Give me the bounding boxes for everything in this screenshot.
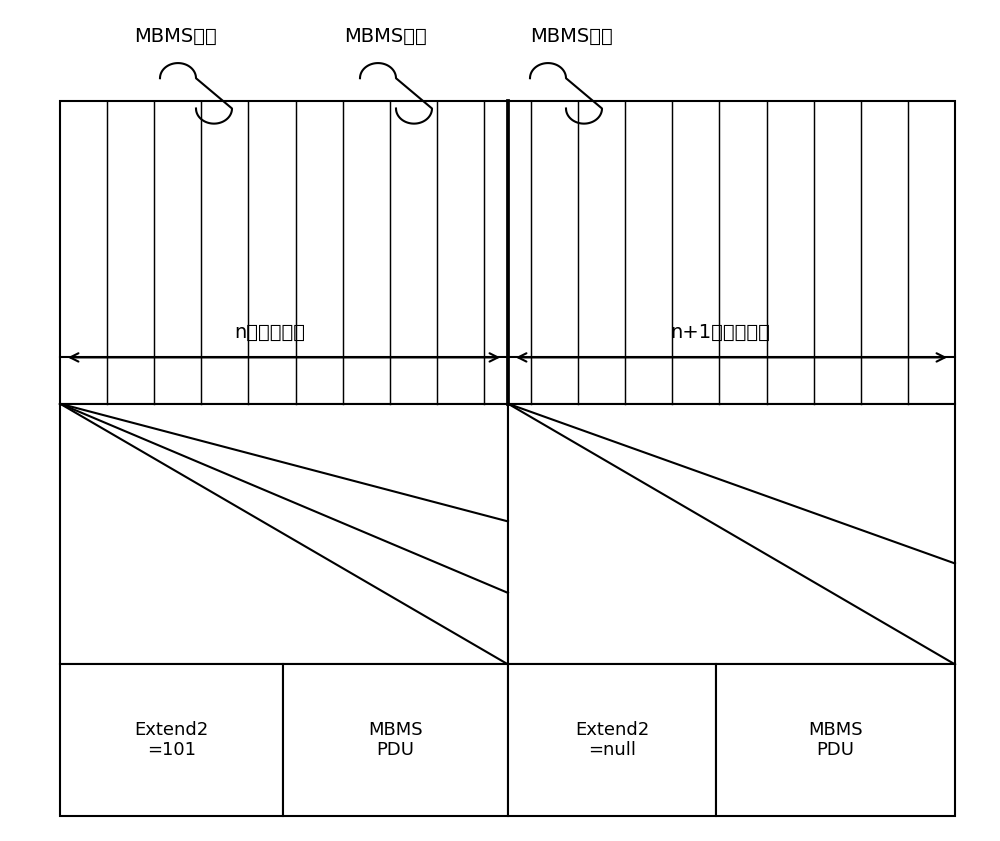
Text: MBMS数据: MBMS数据 xyxy=(344,27,426,46)
Bar xyxy=(508,404,955,664)
Bar xyxy=(508,664,716,816)
Text: n个调度周期: n个调度周期 xyxy=(234,323,306,341)
Text: Extend2
=null: Extend2 =null xyxy=(575,721,649,759)
Text: n+1个调度周期: n+1个调度周期 xyxy=(670,323,770,341)
Text: MBMS
PDU: MBMS PDU xyxy=(368,721,423,759)
Text: Extend2
=101: Extend2 =101 xyxy=(134,721,209,759)
Text: MBMS数据: MBMS数据 xyxy=(531,27,613,46)
Bar xyxy=(716,664,955,816)
Text: MBMS数据: MBMS数据 xyxy=(134,27,216,46)
Bar xyxy=(60,404,508,664)
Bar xyxy=(283,664,508,816)
Text: MBMS
PDU: MBMS PDU xyxy=(808,721,863,759)
Bar xyxy=(60,101,955,404)
Bar xyxy=(60,664,283,816)
